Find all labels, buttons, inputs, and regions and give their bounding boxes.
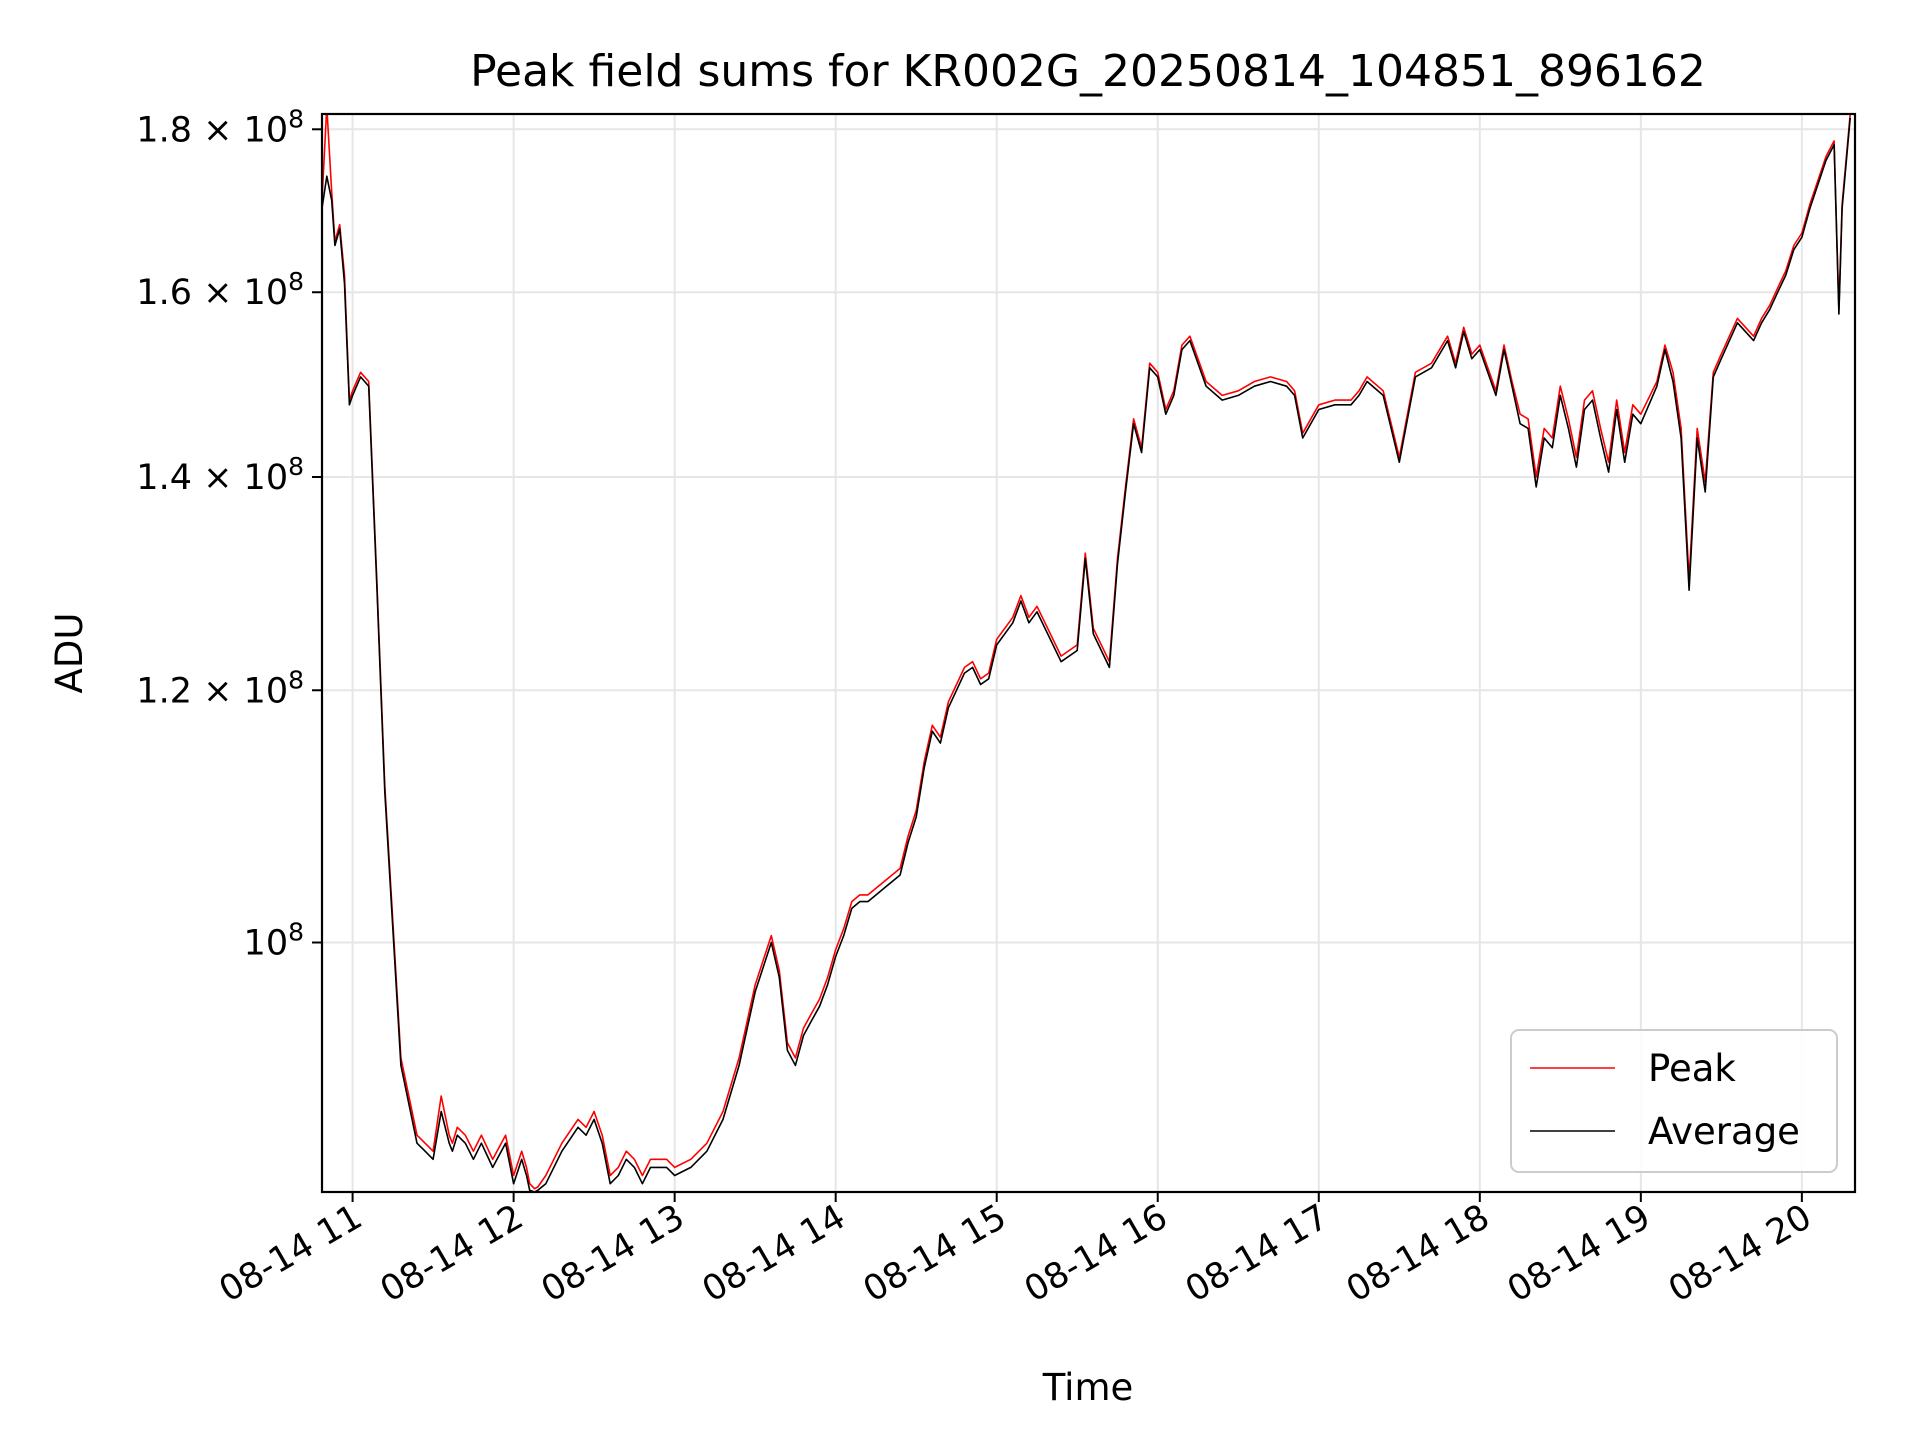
series-line-peak (322, 114, 1851, 1190)
legend-box (1510, 1029, 1838, 1173)
y-axis-label: ADU (48, 613, 91, 694)
plot-frame (320, 112, 1857, 1194)
series-layer (322, 114, 1851, 1192)
y-tick-label: 1.8 × 108 (136, 104, 304, 150)
legend-label-average: Average (1648, 1110, 1800, 1153)
grid (322, 114, 1855, 1192)
y-axis: 108 1.2 × 108 1.4 × 108 1.6 × 108 1.8 × 108 (136, 104, 322, 964)
y-tick-label: 1.2 × 108 (136, 665, 304, 711)
legend: Peak Average (1510, 1029, 1838, 1173)
y-tick-label: 1.6 × 108 (136, 267, 304, 313)
x-axis-label: Time (1042, 1366, 1134, 1409)
series-line-average (322, 117, 1851, 1192)
y-tick-label: 1.4 × 108 (136, 452, 304, 498)
legend-label-peak: Peak (1648, 1047, 1736, 1090)
chart-title: Peak field sums for KR002G_20250814_1048… (470, 46, 1706, 97)
y-tick-label: 108 (244, 918, 304, 964)
